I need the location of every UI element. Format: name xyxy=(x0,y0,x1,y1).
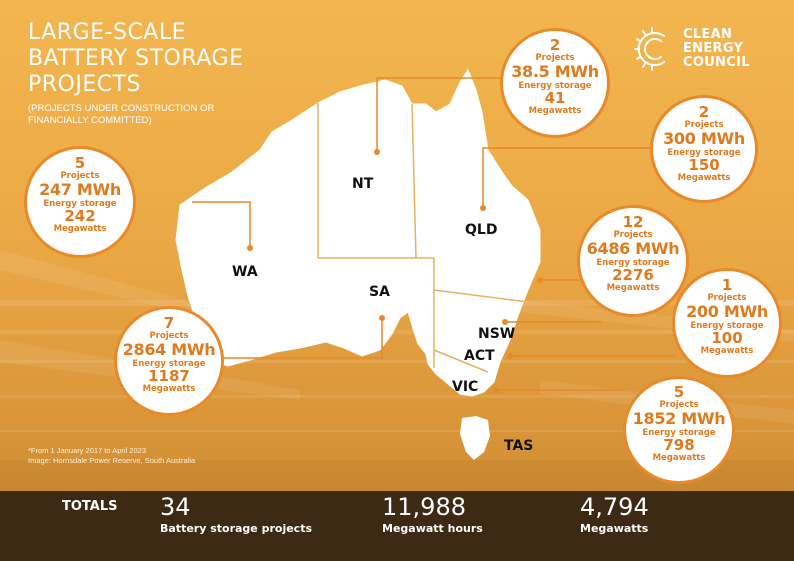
qld-projects-value: 2 xyxy=(698,103,710,121)
qld-megawatts-label: Megawatts xyxy=(677,173,731,183)
sa-projects-label: Projects xyxy=(149,331,189,341)
nsw-projects-label: Projects xyxy=(613,230,653,240)
region-bubble-vic: 5 Projects 1852 MWh Energy storage 798 M… xyxy=(623,376,735,484)
clean-energy-council-logo: CLEAN ENERGY COUNCIL xyxy=(634,26,784,76)
total-projects-caption: Battery storage projects xyxy=(160,522,312,535)
total-projects-value: 34 xyxy=(160,493,191,521)
qld-storage-label: Energy storage xyxy=(667,148,741,158)
region-bubble-qld: 2 Projects 300 MWh Energy storage 150 Me… xyxy=(650,95,758,203)
footnote: *From 1 January 2017 to April 2023 Image… xyxy=(28,446,288,466)
act-storage-label: Energy storage xyxy=(690,321,764,331)
wa-megawatts-value: 242 xyxy=(64,207,96,225)
act-projects-value: 1 xyxy=(721,276,733,294)
tasmania-shape xyxy=(460,416,490,460)
wa-storage-label: Energy storage xyxy=(43,199,117,209)
state-label-nsw: NSW xyxy=(478,326,516,342)
logo-line-1: CLEAN xyxy=(683,27,733,42)
total-mw-caption: Megawatts xyxy=(580,522,649,535)
title-line-1: LARGE-SCALE xyxy=(28,20,187,45)
wa-storage-value: 247 MWh xyxy=(39,180,121,199)
vic-projects-value: 5 xyxy=(673,383,685,401)
total-mwh-caption: Megawatt hours xyxy=(382,522,483,535)
qld-storage-value: 300 MWh xyxy=(663,129,745,148)
sa-megawatts-value: 1187 xyxy=(148,367,190,385)
wa-projects-label: Projects xyxy=(60,171,100,181)
state-label-tas: TAS xyxy=(504,438,534,454)
nt-projects-label: Projects xyxy=(535,53,575,63)
nt-megawatts-value: 41 xyxy=(544,89,566,107)
region-bubble-nsw: 12 Projects 6486 MWh Energy storage 2276… xyxy=(577,205,689,317)
qld-projects-label: Projects xyxy=(684,120,724,130)
vic-megawatts-label: Megawatts xyxy=(652,453,706,463)
logo-sunburst-icon xyxy=(634,27,665,71)
region-bubble-wa: 5 Projects 247 MWh Energy storage 242 Me… xyxy=(24,146,136,258)
state-label-wa: WA xyxy=(232,264,258,280)
total-mw-value: 4,794 xyxy=(580,493,649,521)
state-label-qld: QLD xyxy=(465,222,498,238)
region-bubble-nt: 2 Projects 38.5 MWh Energy storage 41 Me… xyxy=(500,28,610,138)
wa-megawatts-label: Megawatts xyxy=(53,224,107,234)
nsw-storage-label: Energy storage xyxy=(596,258,670,268)
nsw-megawatts-value: 2276 xyxy=(612,266,654,284)
leader-lines xyxy=(192,77,675,391)
nt-storage-value: 38.5 MWh xyxy=(511,62,599,81)
totals-label: TOTALS xyxy=(62,499,118,514)
sa-storage-value: 2864 MWh xyxy=(122,340,216,359)
nsw-storage-value: 6486 MWh xyxy=(586,239,680,258)
act-projects-label: Projects xyxy=(707,293,747,303)
subtitle-line-2: FINANCIALLY COMMITTED) xyxy=(28,115,152,126)
sa-storage-label: Energy storage xyxy=(132,359,206,369)
nt-storage-label: Energy storage xyxy=(518,81,592,91)
vic-storage-value: 1852 MWh xyxy=(632,409,726,428)
state-label-sa: SA xyxy=(369,284,390,300)
nt-projects-value: 2 xyxy=(549,36,561,54)
total-mwh-value: 11,988 xyxy=(382,493,466,521)
australia-map xyxy=(175,68,675,460)
qld-megawatts-value: 150 xyxy=(688,156,720,174)
logo-line-3: COUNCIL xyxy=(683,55,750,70)
nsw-projects-value: 12 xyxy=(622,213,644,231)
footnote-date-range: *From 1 January 2017 to April 2023 xyxy=(28,446,146,455)
leader-dots xyxy=(247,149,543,393)
state-borders xyxy=(317,103,529,373)
act-storage-value: 200 MWh xyxy=(686,302,768,321)
region-bubble-sa: 7 Projects 2864 MWh Energy storage 1187 … xyxy=(114,306,224,416)
subtitle-line-1: (PROJECTS UNDER CONSTRUCTION OR xyxy=(28,103,215,114)
title-line-3: PROJECTS xyxy=(28,72,142,97)
title-line-2: BATTERY STORAGE xyxy=(28,46,244,71)
logo-wordmark: CLEAN ENERGY COUNCIL xyxy=(683,28,783,70)
nt-megawatts-label: Megawatts xyxy=(528,106,582,116)
footnote-image-credit: Image: Hornsdale Power Reserve, South Au… xyxy=(28,456,196,465)
state-label-vic: VIC xyxy=(452,379,479,395)
totals-bar: TOTALS 34 Battery storage projects 11,98… xyxy=(0,491,794,561)
state-label-nt: NT xyxy=(352,176,374,192)
vic-storage-label: Energy storage xyxy=(642,428,716,438)
vic-projects-label: Projects xyxy=(659,400,699,410)
page-title: LARGE-SCALE BATTERY STORAGE PROJECTS xyxy=(28,20,328,98)
logo-line-2: ENERGY xyxy=(683,41,744,56)
sa-projects-value: 7 xyxy=(163,314,175,332)
state-label-act: ACT xyxy=(464,348,495,364)
region-bubble-act: 1 Projects 200 MWh Energy storage 100 Me… xyxy=(672,268,782,378)
mainland-australia-shape xyxy=(175,68,541,397)
sa-megawatts-label: Megawatts xyxy=(142,384,196,394)
nsw-megawatts-label: Megawatts xyxy=(606,283,660,293)
vic-megawatts-value: 798 xyxy=(663,436,695,454)
act-megawatts-label: Megawatts xyxy=(700,346,754,356)
wa-projects-value: 5 xyxy=(74,154,86,172)
act-megawatts-value: 100 xyxy=(711,329,743,347)
page-subtitle: (PROJECTS UNDER CONSTRUCTION OR FINANCIA… xyxy=(28,103,288,127)
